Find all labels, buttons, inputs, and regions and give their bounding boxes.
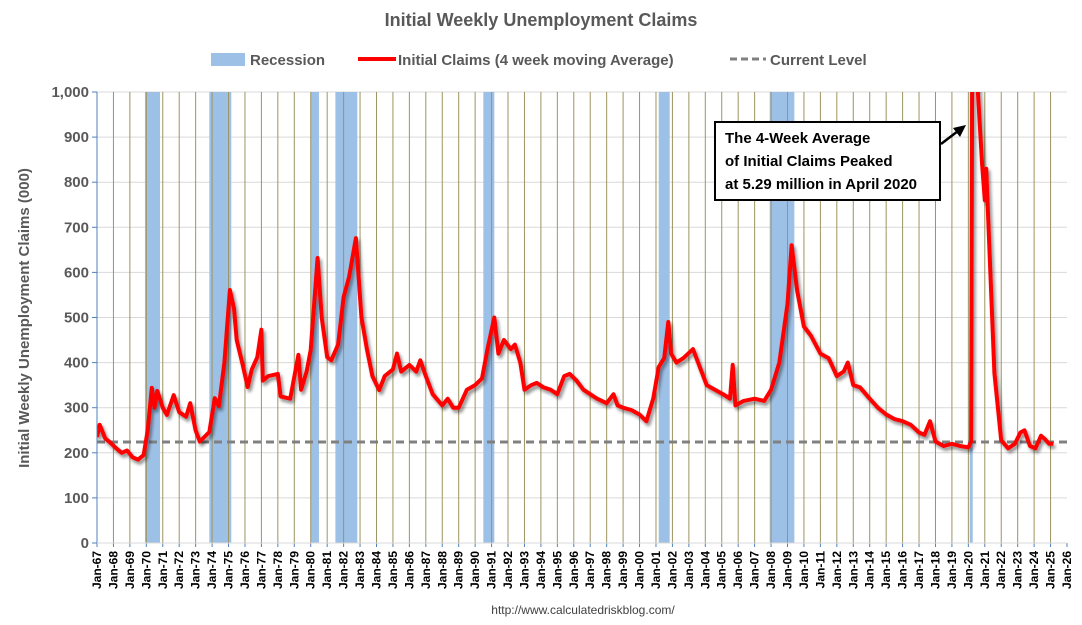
legend-label-claims: Initial Claims (4 week moving Average): [398, 52, 674, 69]
x-tick-label: Jan-14: [863, 551, 877, 589]
x-tick-label: Jan-88: [435, 551, 449, 589]
x-tick-label: Jan-06: [731, 551, 745, 589]
x-tick-label: Jan-67: [90, 551, 104, 589]
x-tick-label: Jan-99: [616, 551, 630, 589]
x-tick-label: Jan-17: [912, 551, 926, 589]
recession-band: [335, 92, 358, 543]
x-tick-label: Jan-70: [139, 551, 153, 589]
y-tick-label: 1,000: [51, 84, 89, 101]
x-tick-label: Jan-15: [879, 551, 893, 589]
chart-title: Initial Weekly Unemployment Claims: [385, 10, 698, 30]
y-tick-label: 400: [64, 355, 89, 372]
x-tick-label: Jan-20: [961, 551, 975, 589]
x-tick-label: Jan-97: [583, 551, 597, 589]
x-tick-label: Jan-95: [550, 551, 564, 589]
annotation-line-1: The 4-Week Average: [725, 130, 870, 147]
annotation-box: [714, 121, 941, 201]
x-tick-label: Jan-21: [978, 551, 992, 589]
x-tick-label: Jan-75: [222, 551, 236, 589]
y-tick-label: 0: [81, 535, 89, 552]
y-tick-label: 100: [64, 490, 89, 507]
x-tick-label: Jan-02: [665, 551, 679, 589]
legend: Recession Initial Claims (4 week moving …: [211, 52, 867, 69]
annotation-line-3: at 5.29 million in April 2020: [725, 176, 917, 193]
x-tick-label: Jan-73: [189, 551, 203, 589]
x-tick-label: Jan-04: [698, 551, 712, 589]
x-tick-label: Jan-90: [468, 551, 482, 589]
x-tick-label: Jan-86: [402, 551, 416, 589]
y-axis-label: Initial Weekly Unemployment Claims (000): [16, 168, 33, 468]
recession-band: [144, 92, 161, 543]
x-tick-label: Jan-77: [254, 551, 268, 589]
x-tick-label: Jan-69: [123, 551, 137, 589]
recession-band: [209, 92, 232, 543]
x-tick-label: Jan-84: [369, 551, 383, 589]
x-tick-label: Jan-71: [156, 551, 170, 589]
annotation: The 4-Week Average of Initial Claims Pea…: [714, 121, 966, 201]
x-tick-label: Jan-82: [337, 551, 351, 589]
x-tick-label: Jan-00: [633, 551, 647, 589]
x-tick-label: Jan-91: [485, 551, 499, 589]
x-tick-label: Jan-07: [748, 551, 762, 589]
x-tick-label: Jan-96: [567, 551, 581, 589]
x-tick-label: Jan-12: [830, 551, 844, 589]
x-tick-label: Jan-98: [600, 551, 614, 589]
x-tick-label: Jan-22: [994, 551, 1008, 589]
y-tick-label: 900: [64, 129, 89, 146]
x-tick-label: Jan-16: [896, 551, 910, 589]
x-tick-label: Jan-18: [928, 551, 942, 589]
x-tick-label: Jan-19: [945, 551, 959, 589]
x-tick-label: Jan-03: [682, 551, 696, 589]
x-tick-label: Jan-78: [271, 551, 285, 589]
source-url: http://www.calculatedriskblog.com/: [491, 603, 675, 617]
x-tick-label: Jan-80: [304, 551, 318, 589]
legend-label-current: Current Level: [770, 52, 867, 69]
x-tick-label: Jan-08: [764, 551, 778, 589]
x-tick-label: Jan-81: [320, 551, 334, 589]
recession-band: [483, 92, 495, 543]
arrow-head-icon: [953, 125, 966, 137]
x-tick-label: Jan-74: [205, 551, 219, 589]
x-tick-label: Jan-92: [501, 551, 515, 589]
x-tick-label: Jan-09: [781, 551, 795, 589]
x-tick-label: Jan-76: [238, 551, 252, 589]
y-tick-label: 500: [64, 310, 89, 327]
x-tick-label: Jan-10: [797, 551, 811, 589]
x-tick-label: Jan-26: [1060, 551, 1074, 589]
x-tick-label: Jan-79: [287, 551, 301, 589]
x-tick-label: Jan-93: [517, 551, 531, 589]
x-tick-label: Jan-68: [106, 551, 120, 589]
y-tick-label: 800: [64, 174, 89, 191]
x-tick-label: Jan-89: [452, 551, 466, 589]
x-tick-label: Jan-85: [386, 551, 400, 589]
x-tick-label: Jan-94: [534, 551, 548, 589]
y-tick-label: 700: [64, 219, 89, 236]
legend-swatch-recession: [211, 53, 245, 66]
x-tick-label: Jan-01: [649, 551, 663, 589]
annotation-line-2: of Initial Claims Peaked: [725, 153, 893, 170]
x-tick-label: Jan-13: [846, 551, 860, 589]
x-tick-label: Jan-72: [172, 551, 186, 589]
legend-label-recession: Recession: [250, 52, 325, 69]
y-tick-label: 300: [64, 400, 89, 417]
x-tick-label: Jan-24: [1027, 551, 1041, 589]
annotation-arrow: [940, 130, 959, 145]
x-tick-label: Jan-83: [353, 551, 367, 589]
x-tick-label: Jan-23: [1011, 551, 1025, 589]
y-tick-label: 600: [64, 264, 89, 281]
claims-series-line: [97, 92, 1054, 462]
x-tick-label: Jan-05: [715, 551, 729, 589]
recession-band: [658, 92, 670, 543]
x-tick-label: Jan-11: [813, 551, 827, 589]
x-tick-label: Jan-87: [419, 551, 433, 589]
y-tick-label: 200: [64, 445, 89, 462]
x-tick-label: Jan-25: [1044, 551, 1058, 589]
